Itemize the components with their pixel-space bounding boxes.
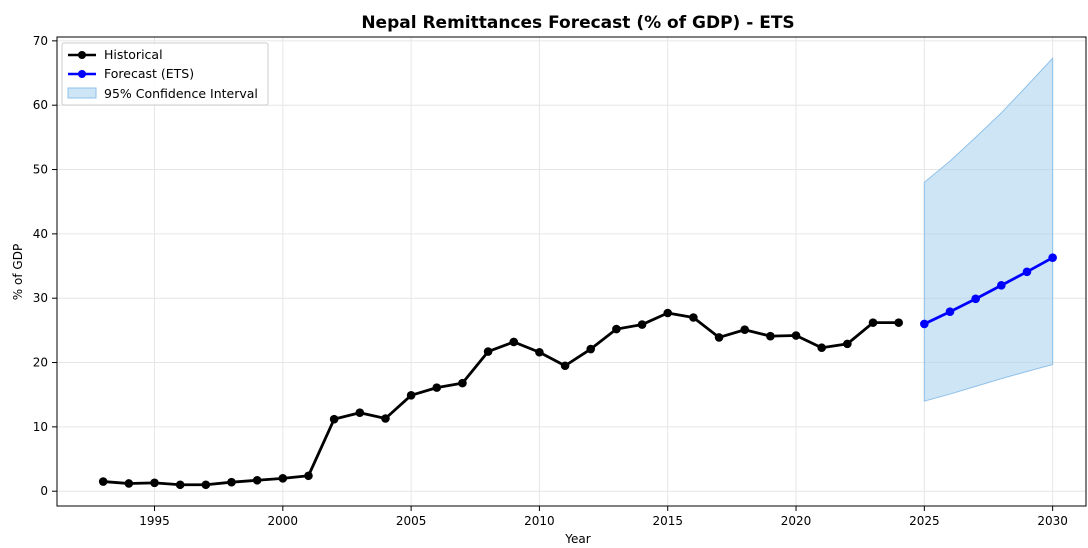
x-tick-label: 2020 bbox=[781, 514, 812, 528]
data-point-historical bbox=[406, 391, 416, 400]
data-point-historical bbox=[227, 477, 236, 487]
data-point-historical bbox=[535, 347, 544, 357]
legend-label-historical: Historical bbox=[104, 47, 163, 62]
data-point-historical bbox=[304, 471, 313, 481]
data-point-historical bbox=[278, 474, 288, 483]
data-point-historical bbox=[868, 318, 878, 327]
x-tick-label: 1995 bbox=[139, 514, 170, 528]
data-point-historical bbox=[124, 479, 134, 488]
x-axis-label: Year bbox=[564, 532, 590, 544]
legend-item-confidence-interval: 95% Confidence Interval bbox=[67, 86, 258, 101]
data-point-historical bbox=[432, 383, 442, 392]
data-point-historical bbox=[817, 343, 826, 353]
data-point-historical bbox=[714, 333, 724, 342]
y-tick-label: 20 bbox=[33, 356, 48, 370]
data-point-historical bbox=[791, 331, 801, 340]
y-axis-ticks: 0 10 20 30 40 50 60 70 bbox=[33, 34, 57, 498]
y-axis-label: % of GDP bbox=[11, 244, 25, 300]
legend-marker-historical bbox=[78, 51, 86, 59]
legend-item-historical: Historical bbox=[68, 47, 163, 62]
y-tick-label: 30 bbox=[33, 291, 48, 305]
data-point-historical bbox=[560, 361, 570, 371]
data-point-forecast-ets bbox=[1048, 253, 1057, 262]
data-point-historical bbox=[509, 337, 519, 347]
x-tick-label: 2000 bbox=[268, 514, 299, 528]
data-point-historical bbox=[663, 308, 673, 318]
data-point-forecast-ets bbox=[971, 294, 980, 304]
data-point-historical bbox=[689, 313, 698, 322]
confidence-band-layer bbox=[923, 56, 1054, 402]
legend-swatch-confidence-interval bbox=[67, 87, 97, 99]
plot-frame bbox=[56, 36, 1087, 507]
legend-marker-forecast bbox=[78, 70, 86, 78]
y-tick-label: 60 bbox=[33, 98, 48, 112]
x-tick-label: 2010 bbox=[524, 514, 555, 528]
data-point-historical bbox=[381, 414, 390, 423]
legend: Historical Forecast (ETS) 95% Confidence… bbox=[61, 42, 269, 106]
data-point-historical bbox=[201, 480, 211, 490]
data-point-historical bbox=[98, 477, 108, 486]
data-point-historical bbox=[175, 480, 185, 490]
data-point-historical bbox=[355, 408, 365, 418]
data-point-historical bbox=[843, 339, 852, 349]
data-point-historical bbox=[637, 320, 647, 329]
legend-label-confidence-interval: 95% Confidence Interval bbox=[104, 86, 258, 101]
data-point-forecast-ets bbox=[1022, 267, 1032, 277]
data-point-historical bbox=[252, 475, 262, 485]
x-axis-ticks: 1995 2000 2005 2010 2015 2020 2025 2030 bbox=[139, 506, 1068, 528]
data-point-historical bbox=[894, 318, 903, 327]
data-point-forecast-ets bbox=[945, 307, 955, 317]
data-point-historical bbox=[612, 324, 621, 334]
data-point-historical bbox=[458, 378, 467, 388]
data-point-historical bbox=[740, 325, 750, 335]
data-point-historical bbox=[150, 478, 159, 488]
series-line-forecast-ets bbox=[923, 256, 1054, 326]
x-tick-label: 2005 bbox=[396, 514, 427, 528]
y-tick-label: 40 bbox=[33, 227, 48, 241]
chart-title: Nepal Remittances Forecast (% of GDP) - … bbox=[361, 13, 794, 33]
y-tick-label: 70 bbox=[33, 34, 48, 48]
y-tick-label: 50 bbox=[33, 163, 48, 177]
confidence-band bbox=[923, 56, 1054, 402]
x-tick-label: 2030 bbox=[1037, 514, 1068, 528]
legend-item-forecast: Forecast (ETS) bbox=[68, 66, 194, 81]
series-layer bbox=[98, 253, 1057, 490]
x-tick-label: 2025 bbox=[909, 514, 940, 528]
data-point-forecast-ets bbox=[920, 319, 929, 329]
y-tick-label: 0 bbox=[40, 484, 48, 498]
legend-label-forecast: Forecast (ETS) bbox=[104, 66, 194, 81]
data-point-historical bbox=[766, 331, 775, 341]
data-point-historical bbox=[586, 344, 596, 354]
x-tick-label: 2015 bbox=[652, 514, 683, 528]
data-point-forecast-ets bbox=[997, 281, 1006, 290]
legend-frame bbox=[61, 42, 269, 106]
y-tick-label: 10 bbox=[33, 420, 48, 434]
data-point-historical bbox=[483, 347, 493, 356]
data-point-historical bbox=[329, 414, 339, 424]
